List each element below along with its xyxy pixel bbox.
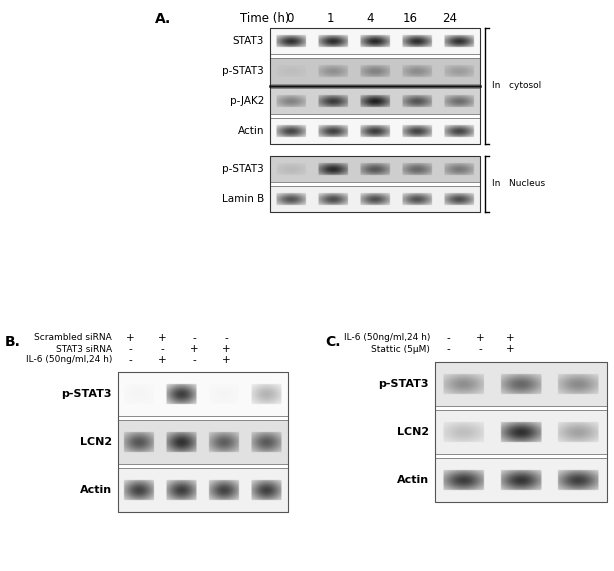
- Text: Scrambled siRNA: Scrambled siRNA: [34, 333, 112, 343]
- Text: +: +: [476, 333, 484, 343]
- Text: 1: 1: [326, 12, 334, 25]
- Text: 4: 4: [366, 12, 374, 25]
- Text: +: +: [126, 333, 134, 343]
- Bar: [270, 118, 480, 144]
- Text: -: -: [224, 333, 228, 343]
- Text: LCN2: LCN2: [397, 427, 429, 437]
- Text: p-STAT3: p-STAT3: [222, 164, 264, 174]
- Text: STAT3 siRNA: STAT3 siRNA: [56, 344, 112, 353]
- Bar: [270, 28, 480, 54]
- Text: IL-6 (50ng/ml,24 h): IL-6 (50ng/ml,24 h): [26, 356, 112, 364]
- Bar: [118, 420, 288, 464]
- Text: Actin: Actin: [238, 126, 264, 136]
- Text: +: +: [222, 344, 230, 354]
- Text: 16: 16: [403, 12, 418, 25]
- Text: 24: 24: [443, 12, 457, 25]
- Bar: [118, 372, 288, 512]
- Bar: [118, 372, 288, 416]
- Bar: [270, 156, 480, 212]
- Bar: [270, 186, 480, 212]
- Text: p-STAT3: p-STAT3: [61, 389, 112, 399]
- Text: Lamin B: Lamin B: [222, 194, 264, 204]
- Text: -: -: [446, 333, 450, 343]
- Text: p-STAT3: p-STAT3: [378, 379, 429, 389]
- Text: 0: 0: [286, 12, 293, 25]
- Text: LCN2: LCN2: [80, 437, 112, 447]
- Text: B.: B.: [5, 335, 21, 349]
- Text: +: +: [190, 344, 198, 354]
- Bar: [435, 362, 607, 406]
- Text: C.: C.: [325, 335, 341, 349]
- Bar: [270, 28, 480, 144]
- Text: p-STAT3: p-STAT3: [222, 66, 264, 76]
- Text: -: -: [192, 333, 196, 343]
- Text: STAT3: STAT3: [233, 36, 264, 46]
- Text: +: +: [222, 355, 230, 365]
- Text: +: +: [506, 333, 515, 343]
- Text: Stattic (5μM): Stattic (5μM): [371, 344, 430, 353]
- Text: +: +: [158, 333, 166, 343]
- Text: +: +: [506, 344, 515, 354]
- Text: Time (h): Time (h): [240, 12, 289, 25]
- Text: -: -: [128, 355, 132, 365]
- Text: -: -: [192, 355, 196, 365]
- Text: Actin: Actin: [397, 475, 429, 485]
- Bar: [118, 468, 288, 512]
- Text: -: -: [446, 344, 450, 354]
- Bar: [270, 88, 480, 114]
- Text: In   Nucleus: In Nucleus: [492, 179, 545, 188]
- Bar: [435, 458, 607, 502]
- Bar: [270, 156, 480, 182]
- Text: Actin: Actin: [80, 485, 112, 495]
- Text: +: +: [158, 355, 166, 365]
- Text: -: -: [478, 344, 482, 354]
- Text: -: -: [160, 344, 164, 354]
- Bar: [435, 362, 607, 502]
- Bar: [435, 410, 607, 454]
- Text: A.: A.: [155, 12, 171, 26]
- Text: p-JAK2: p-JAK2: [230, 96, 264, 106]
- Text: IL-6 (50ng/ml,24 h): IL-6 (50ng/ml,24 h): [344, 333, 430, 343]
- Bar: [270, 58, 480, 84]
- Text: In   cytosol: In cytosol: [492, 82, 542, 90]
- Text: -: -: [128, 344, 132, 354]
